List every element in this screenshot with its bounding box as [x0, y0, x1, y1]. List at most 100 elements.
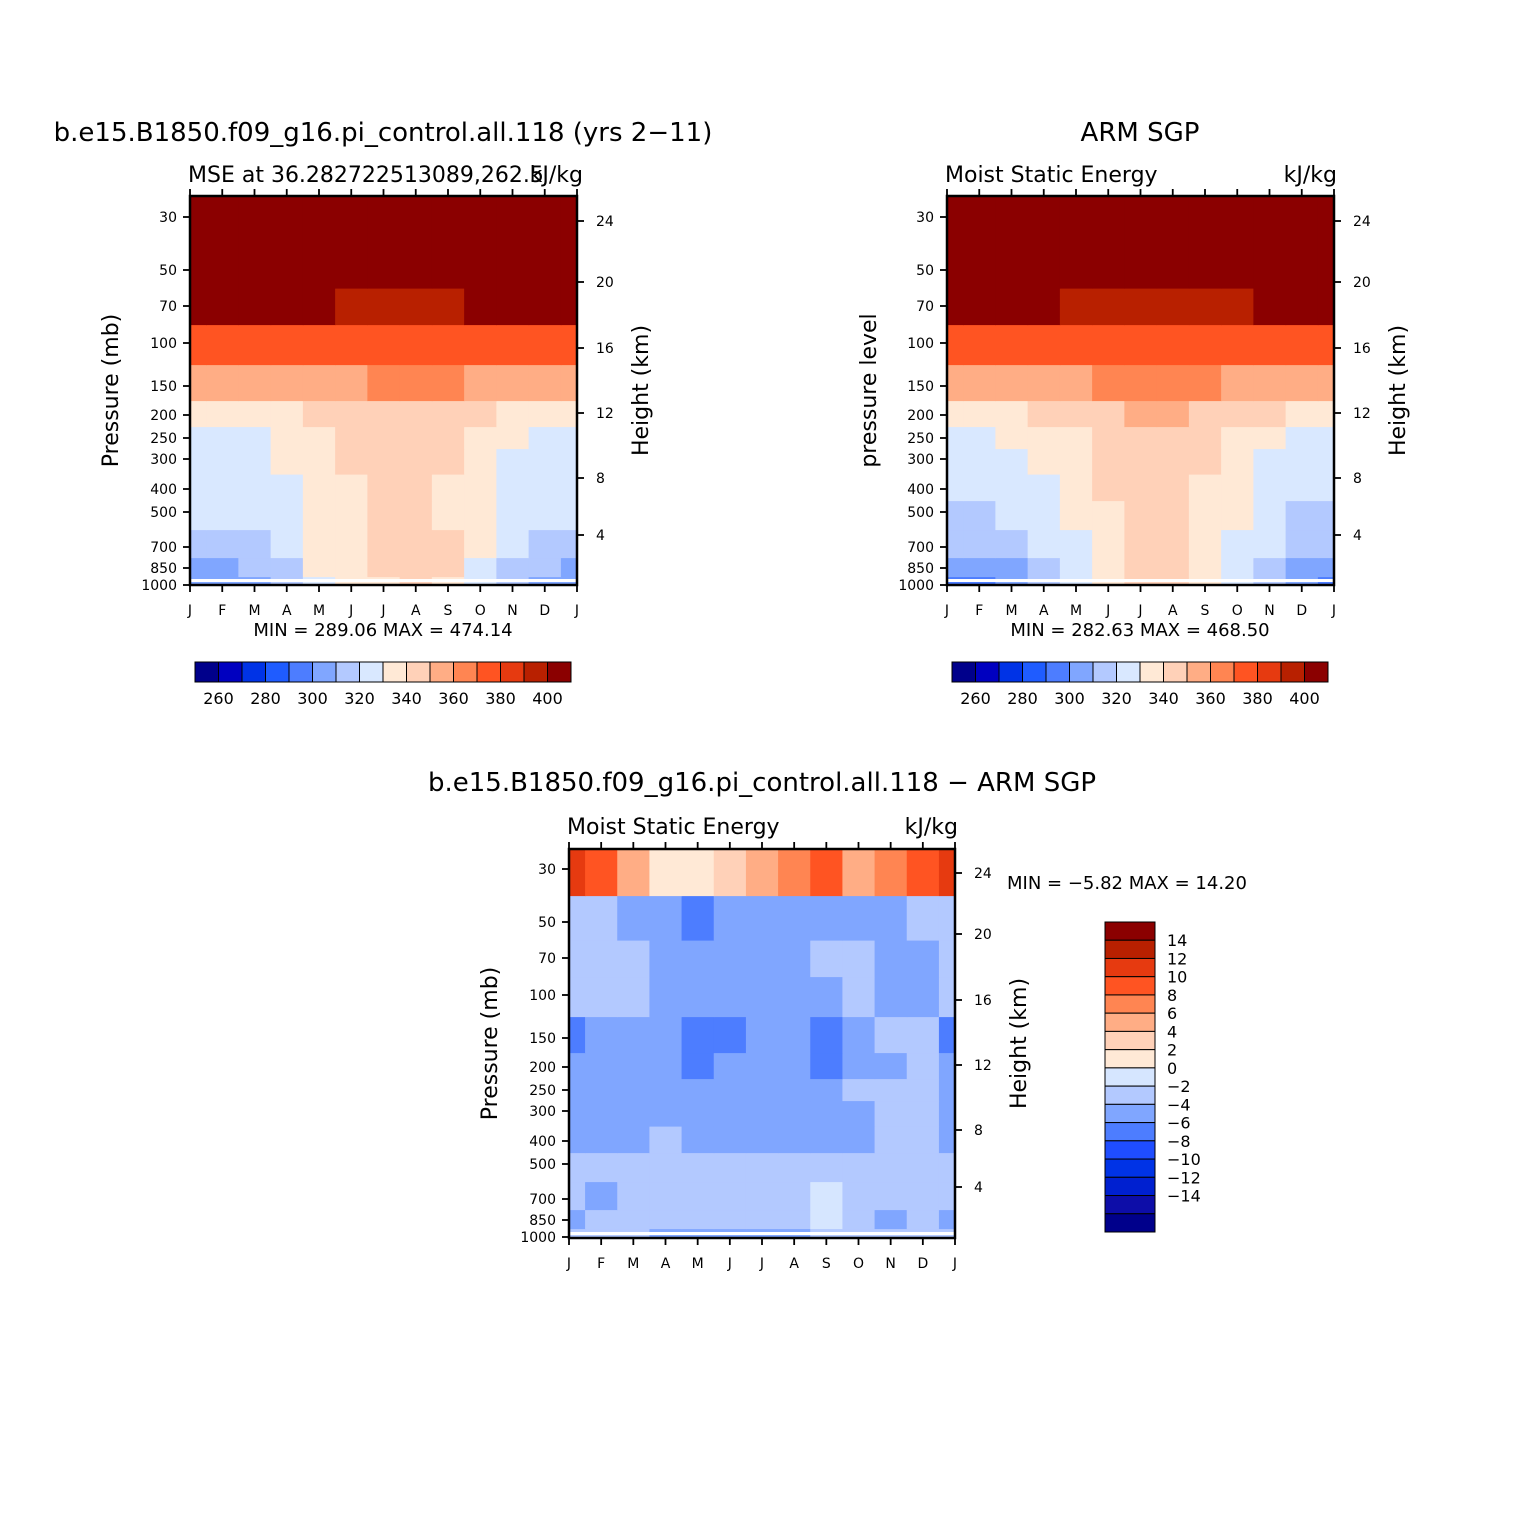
- x-tick-label: A: [789, 1256, 799, 1272]
- legend-label: 320: [344, 689, 375, 708]
- data-cell: [528, 196, 562, 245]
- data-cell: [947, 448, 964, 475]
- data-cell: [367, 288, 401, 326]
- data-cell: [995, 196, 1029, 245]
- data-cell: [1221, 426, 1254, 450]
- data-cell: [464, 448, 497, 475]
- data-cell: [874, 1100, 908, 1127]
- y2-tick-label: 8: [1353, 471, 1362, 487]
- data-cell: [938, 1016, 956, 1054]
- x-tick-label: O: [853, 1256, 864, 1272]
- data-cell: [399, 500, 433, 531]
- data-cell: [1317, 474, 1335, 502]
- data-cell: [1092, 529, 1125, 559]
- data-cell: [617, 849, 651, 897]
- data-cell: [617, 1209, 651, 1230]
- data-cell: [585, 1016, 618, 1054]
- data-cell: [617, 1052, 651, 1080]
- data-cell: [1156, 196, 1190, 245]
- data-cell: [367, 426, 401, 450]
- data-cell: [367, 324, 401, 366]
- data-cell: [963, 426, 996, 450]
- data-cell: [1059, 364, 1093, 402]
- data-cell: [335, 288, 368, 326]
- data-cell: [206, 364, 239, 402]
- legend-label: 260: [960, 689, 991, 708]
- data-cell: [745, 940, 779, 978]
- legend-swatch: [1257, 661, 1282, 683]
- data-cell: [938, 940, 956, 978]
- y-tick-label: 70: [916, 299, 934, 315]
- data-cell: [842, 1052, 876, 1080]
- data-cell: [1059, 196, 1093, 245]
- data-cell: [585, 1209, 618, 1230]
- x-tick-label: N: [885, 1256, 895, 1272]
- legend-swatch: [476, 661, 501, 683]
- legend-swatch: [1104, 921, 1156, 941]
- data-cell: [399, 400, 433, 428]
- y-tick-label: 700: [907, 540, 934, 556]
- data-cell: [238, 500, 272, 531]
- y-tick-label: 30: [538, 862, 556, 878]
- legend-label: 2: [1167, 1041, 1177, 1060]
- data-cell: [874, 1126, 908, 1154]
- data-cell: [560, 324, 578, 366]
- data-cell: [367, 364, 401, 402]
- data-cell: [496, 288, 530, 326]
- y-tick-label: 50: [538, 915, 556, 931]
- x-tick-label: J: [566, 1256, 571, 1272]
- data-cell: [963, 243, 996, 289]
- legend-swatch: [1104, 1103, 1156, 1124]
- x-tick-label: S: [822, 1256, 831, 1272]
- data-cell: [906, 1078, 940, 1102]
- legend-swatch: [1104, 939, 1156, 959]
- data-cell: [842, 1016, 876, 1054]
- data-cell: [713, 976, 747, 1018]
- y-tick-label: 200: [907, 408, 934, 424]
- data-cell: [496, 243, 530, 289]
- data-cell: [1317, 364, 1335, 402]
- data-cell: [206, 400, 239, 428]
- data-cell: [399, 474, 433, 502]
- data-cell: [1317, 400, 1335, 428]
- data-cell: [778, 1152, 811, 1183]
- data-cell: [778, 940, 811, 978]
- y-tick-label: 150: [529, 1031, 556, 1047]
- data-cell: [1188, 196, 1222, 245]
- data-cell: [745, 976, 779, 1018]
- y-axis-label: Pressure (mb): [99, 314, 124, 468]
- data-cell: [906, 1152, 940, 1183]
- x-tick-label: J: [187, 603, 192, 619]
- data-cell: [906, 976, 940, 1018]
- y-tick-label: 300: [529, 1104, 556, 1120]
- legend-label: −12: [1167, 1168, 1201, 1187]
- legend-swatch: [951, 661, 976, 683]
- data-cell: [649, 1181, 683, 1211]
- x-tick-label: J: [952, 1256, 957, 1272]
- data-cell: [399, 557, 433, 578]
- data-cell: [1027, 557, 1061, 578]
- surface-line: [190, 579, 577, 582]
- data-cell: [367, 557, 401, 578]
- legend-swatch: [1104, 1049, 1156, 1069]
- y2-tick-label: 16: [1353, 341, 1371, 357]
- data-cell: [963, 288, 996, 326]
- data-cell: [842, 940, 876, 978]
- data-cell: [464, 400, 497, 428]
- data-cell: [585, 1152, 618, 1183]
- legend-swatch: [1104, 1067, 1156, 1087]
- data-cell: [842, 1152, 876, 1183]
- legend-swatch: [218, 661, 243, 683]
- legend-label: 12: [1167, 949, 1187, 968]
- data-cell: [874, 976, 908, 1018]
- data-cell: [560, 288, 578, 326]
- data-cell: [1188, 448, 1222, 475]
- data-cell: [335, 364, 368, 402]
- legend-label: −2: [1167, 1077, 1191, 1096]
- data-cell: [496, 400, 530, 428]
- data-cell: [681, 976, 715, 1018]
- data-cell: [1156, 364, 1190, 402]
- data-cell: [906, 1181, 940, 1211]
- data-cell: [528, 364, 562, 402]
- data-cell: [1124, 426, 1158, 450]
